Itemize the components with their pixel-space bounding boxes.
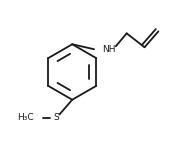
Text: H₃C: H₃C — [17, 113, 34, 122]
Text: S: S — [54, 113, 59, 122]
Text: NH: NH — [102, 45, 116, 54]
